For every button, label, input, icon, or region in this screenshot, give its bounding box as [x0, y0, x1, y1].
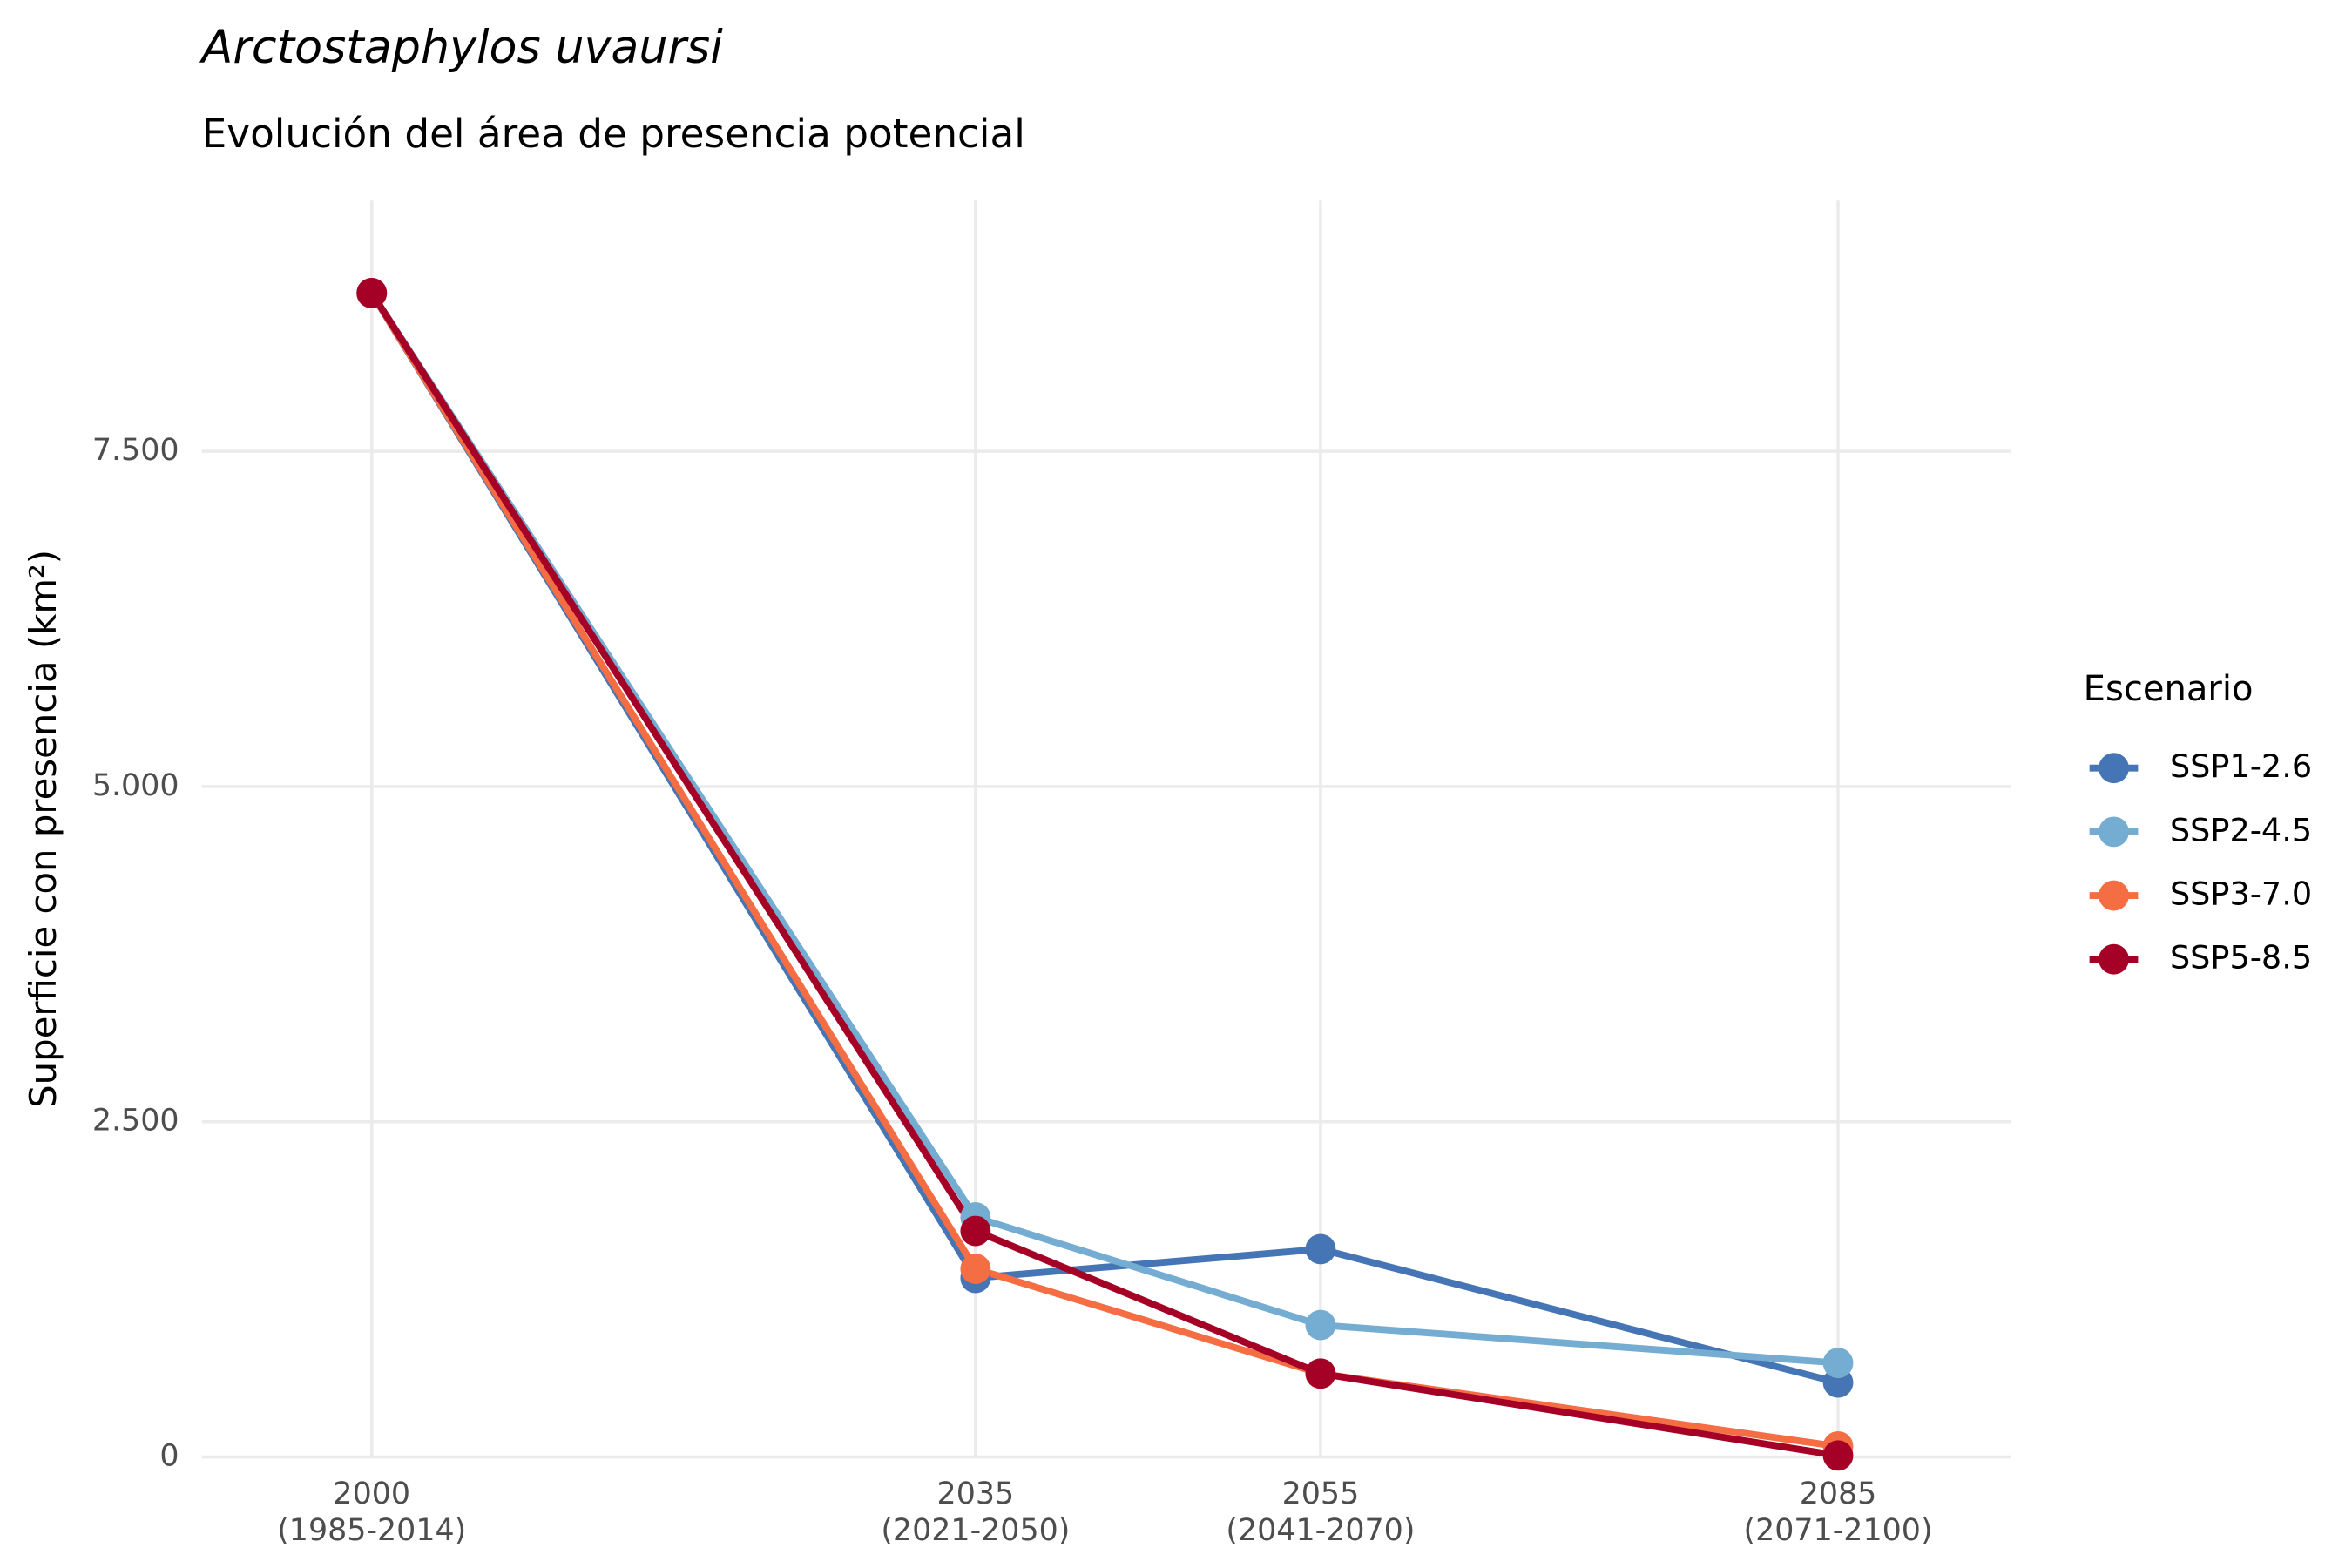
chart-subtitle: Evolución del área de presencia potencia…	[202, 111, 1025, 157]
legend-swatch	[2099, 880, 2129, 911]
point	[960, 1215, 991, 1247]
legend-label: SSP2-4.5	[2170, 811, 2312, 848]
point	[1305, 1309, 1336, 1341]
y-tick-label: 0	[159, 1439, 179, 1474]
point	[1305, 1233, 1336, 1265]
legend-title: Escenario	[2084, 669, 2254, 709]
x-tick-label: 2035 (2021-2050)	[881, 1477, 1070, 1548]
point	[1822, 1440, 1854, 1471]
point	[960, 1254, 991, 1285]
x-tick-label: 2055 (2041-2070)	[1226, 1477, 1415, 1548]
y-tick-label: 2.500	[92, 1104, 179, 1139]
y-tick-label: 5.000	[92, 768, 179, 803]
legend-label: SSP5-8.5	[2170, 939, 2312, 977]
y-tick-label: 7.500	[92, 433, 179, 468]
legend-swatch	[2099, 943, 2129, 975]
point	[356, 278, 388, 308]
line	[368, 291, 1840, 1386]
line	[368, 291, 1839, 1450]
legend-label: SSP3-7.0	[2170, 875, 2312, 913]
x-tick-label: 2000 (1985-2014)	[277, 1477, 466, 1548]
point	[1822, 1348, 1854, 1379]
y-axis-title: Superficie con presencia (km²)	[22, 550, 64, 1108]
line	[368, 291, 1839, 1459]
legend-swatch	[2099, 816, 2129, 848]
x-tick-label: 2085 (2071-2100)	[1744, 1477, 1933, 1548]
legend-label: SSP1-2.6	[2170, 747, 2312, 785]
line	[368, 291, 1839, 1367]
chart-title: Arctostaphylos uvaursi	[199, 22, 724, 74]
point	[1305, 1358, 1336, 1389]
legend-swatch	[2099, 753, 2129, 784]
